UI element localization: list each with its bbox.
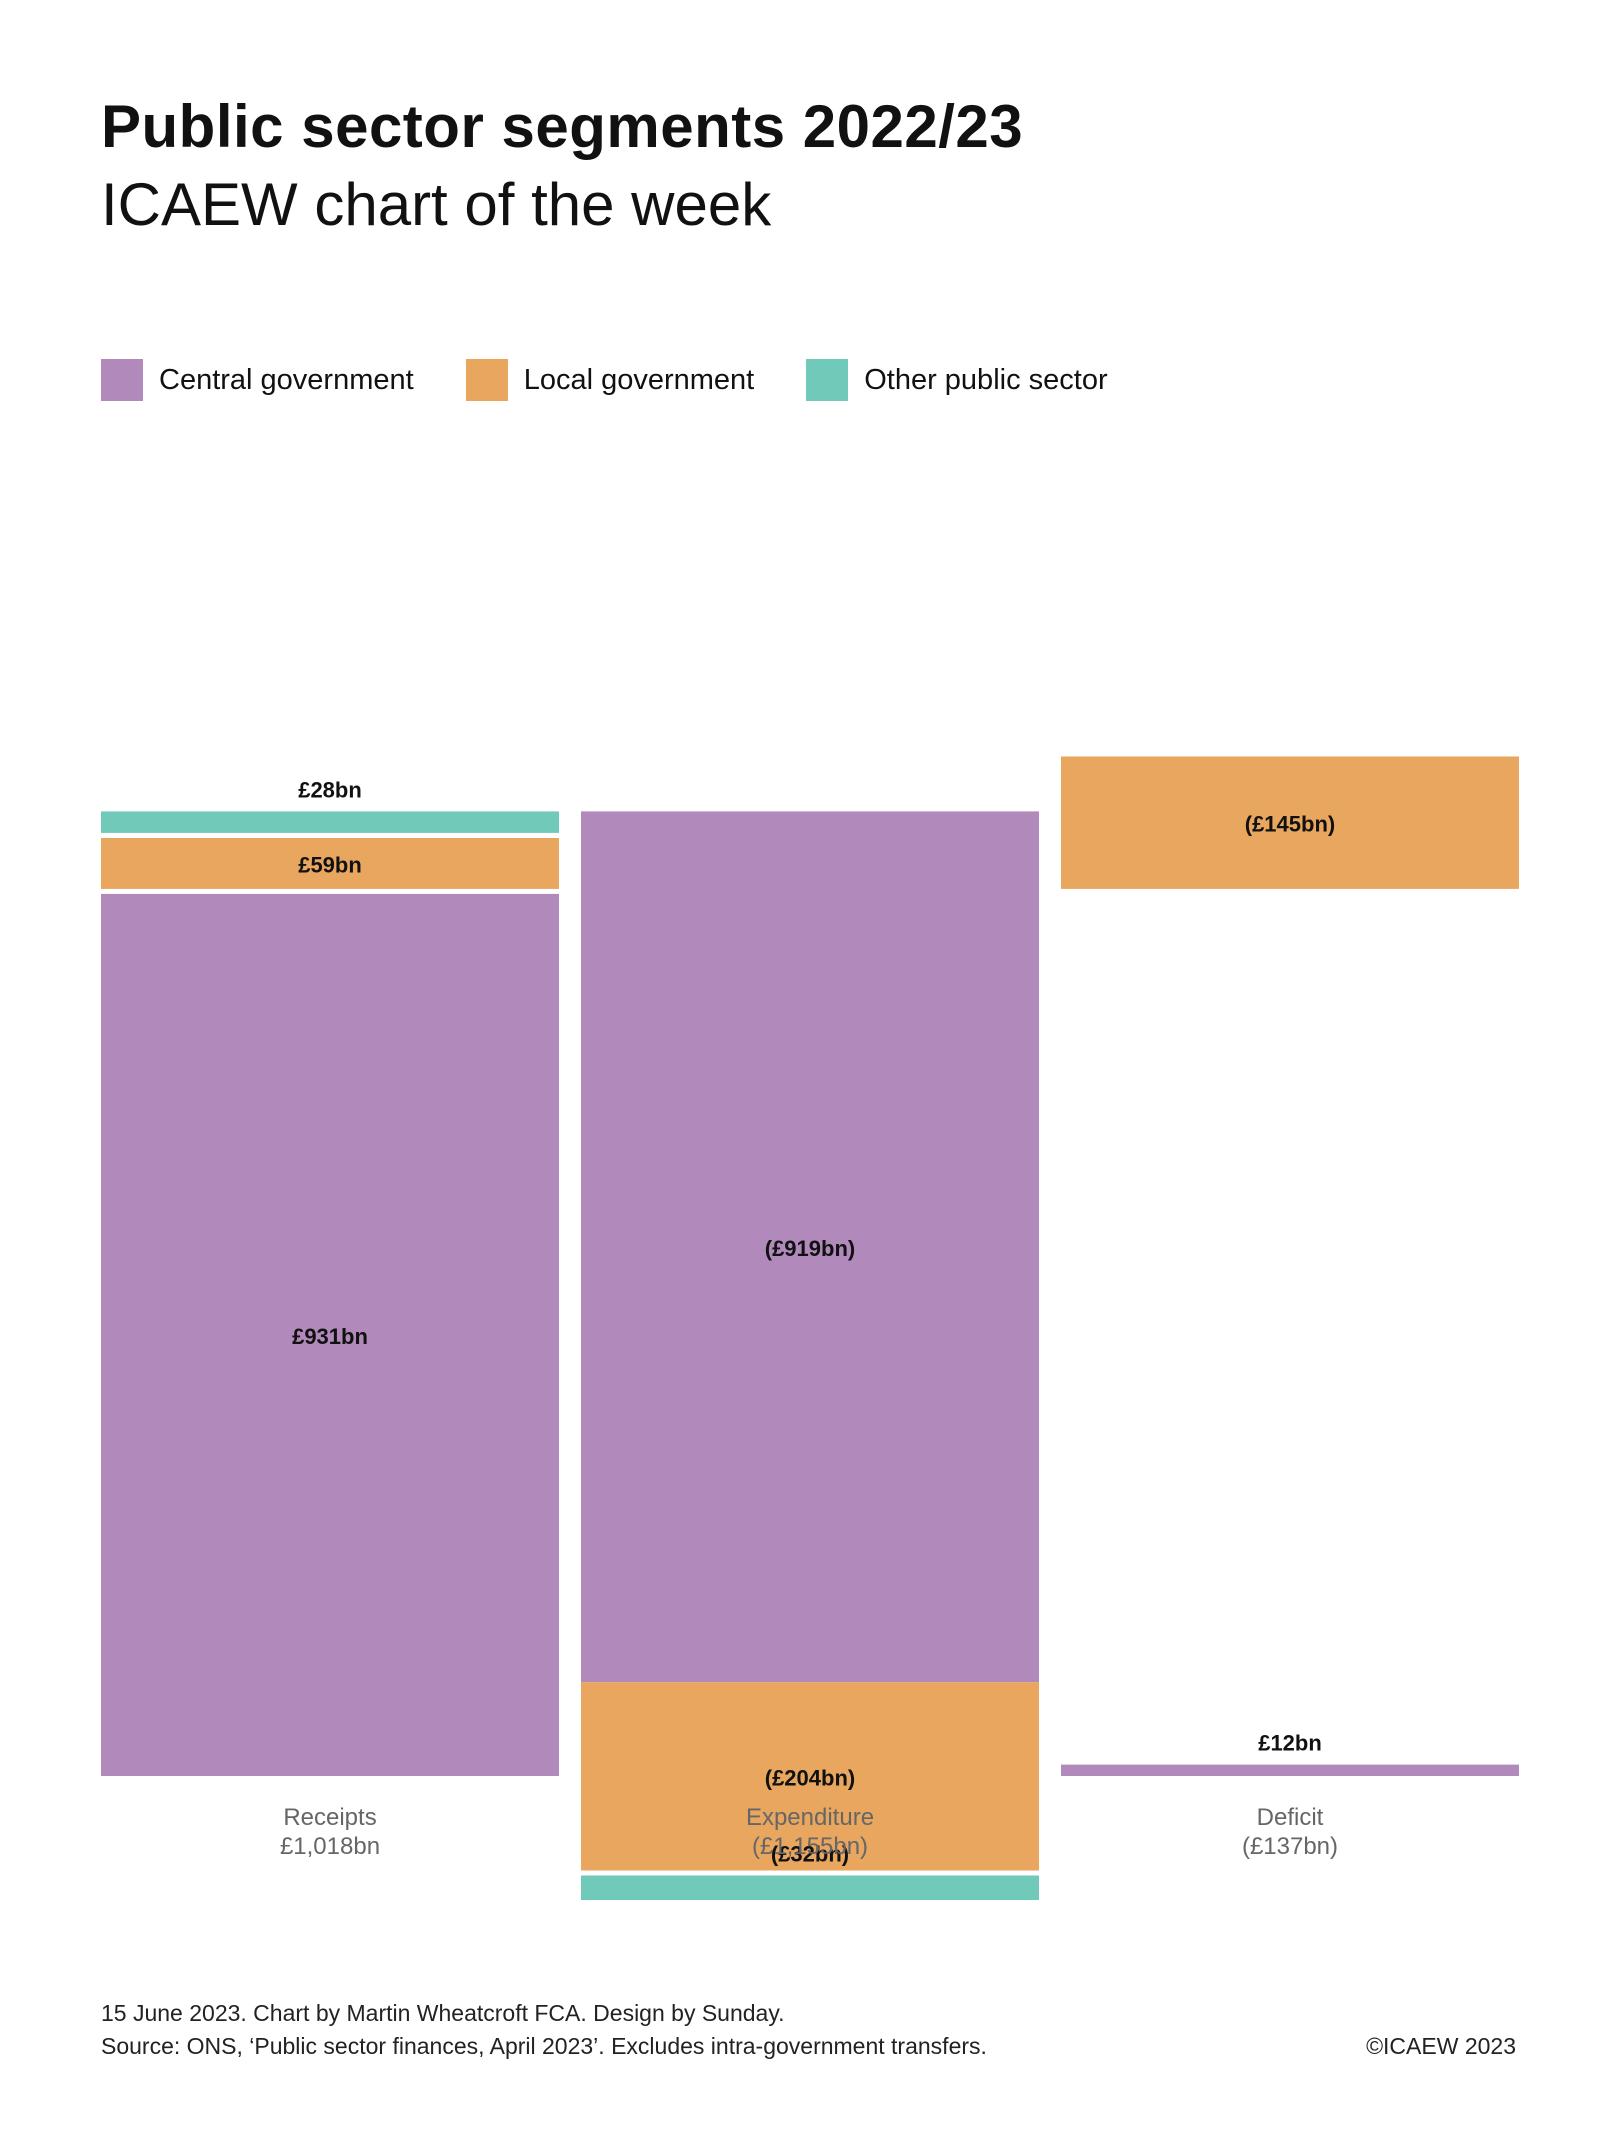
data-label-expenditure-other-public-sector: (£32bn) [771,1842,849,1867]
bar-deficit-local-government [1061,756,1519,889]
legend: Central government Local government Othe… [101,358,1160,402]
legend-item-local-government: Local government [465,359,755,401]
data-label-deficit-local-government: (£145bn) [1245,812,1335,837]
category-label-receipts: Receipts [283,1804,376,1831]
footer-source: Source: ONS, ‘Public sector finances, Ap… [101,2033,987,2059]
legend-swatch-central-government [101,359,143,401]
bar-receipts-other-public-sector [101,811,559,833]
footer-credits: 15 June 2023. Chart by Martin Wheatcroft… [101,2000,785,2026]
bar-expenditure-central-government [581,811,1039,1683]
category-label-expenditure: Expenditure [746,1804,874,1831]
chart-title: Public sector segments 2022/23 [101,93,1024,160]
legend-label-local-government: Local government [523,363,755,396]
category-total-receipts: £1,018bn [280,1833,380,1860]
chart-subtitle: ICAEW chart of the week [101,171,772,238]
legend-item-central-government: Central government [101,359,414,401]
data-label-receipts-local-government: £59bn [298,852,362,877]
data-label-deficit-central-government: £12bn [1258,1731,1322,1756]
legend-label-other-public-sector: Other public sector [864,363,1108,396]
bar-receipts-central-government [101,893,559,1776]
legend-item-other-public-sector: Other public sector [806,359,1108,401]
legend-swatch-other-public-sector [806,359,849,401]
data-label-expenditure-local-government: (£204bn) [765,1765,855,1790]
bar-deficit-central-government [1061,1764,1519,1776]
category-total-expenditure: (£1,155bn) [752,1833,868,1860]
bar-expenditure-other-public-sector [581,1875,1039,1900]
copyright: ©ICAEW 2023 [1366,2033,1516,2059]
bar-expenditure-local-government [581,1682,1039,1871]
data-label-expenditure-central-government: (£919bn) [765,1236,855,1261]
legend-swatch-local-government [465,359,508,401]
category-label-deficit: Deficit [1257,1804,1324,1831]
legend-label-central-government: Central government [159,363,414,396]
category-total-deficit: (£137bn) [1242,1833,1338,1860]
bar-receipts-local-government [101,838,559,889]
data-label-receipts-central-government: £931bn [292,1324,368,1349]
data-label-receipts-other-public-sector: £28bn [298,777,362,802]
waterfall-chart: £931bn £59bn £28bn Receipts£1,018bn (£919bn)… [101,756,1519,1900]
